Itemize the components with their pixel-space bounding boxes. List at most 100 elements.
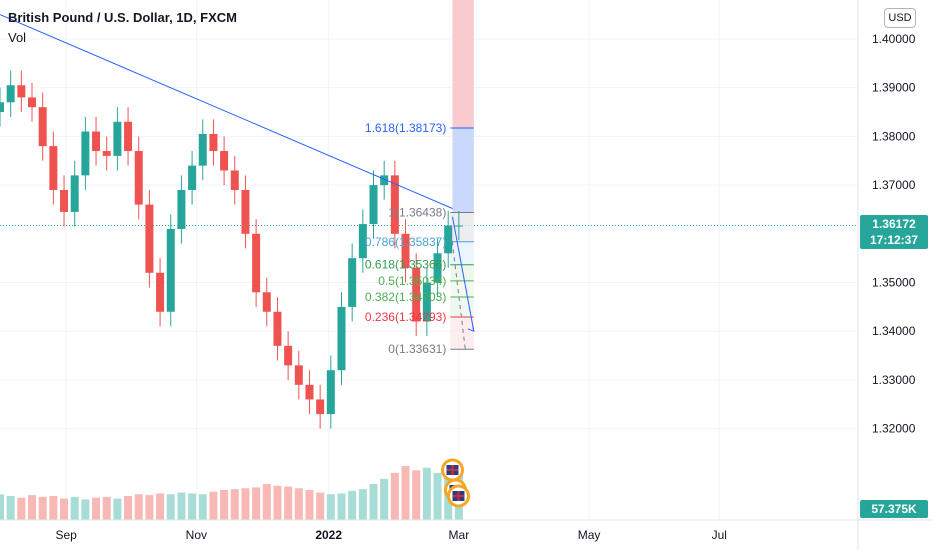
y-tick-label: 1.37000 bbox=[872, 178, 916, 192]
candle-body bbox=[177, 189, 186, 229]
volume-bar bbox=[422, 467, 431, 520]
candle-body bbox=[380, 175, 389, 186]
candle-body bbox=[6, 85, 15, 103]
candle-body bbox=[49, 146, 58, 190]
fib-label: 0.618(1.35366) bbox=[365, 258, 446, 272]
last-price-value: 1.36172 bbox=[872, 217, 916, 232]
y-tick-label: 1.40000 bbox=[872, 32, 916, 46]
volume-bar bbox=[6, 496, 15, 520]
volume-bar bbox=[198, 494, 207, 520]
volume-value-tag: 57.375K bbox=[860, 500, 928, 518]
candle-body bbox=[369, 185, 378, 225]
price-candles bbox=[0, 70, 463, 429]
y-tick-label: 1.33000 bbox=[872, 373, 916, 387]
candle-body bbox=[433, 253, 442, 283]
candle-body bbox=[316, 399, 325, 415]
volume-bar bbox=[145, 495, 154, 520]
volume-bar bbox=[433, 472, 442, 520]
candle-body bbox=[273, 311, 282, 346]
candle-body bbox=[358, 224, 367, 259]
candle-body bbox=[305, 384, 314, 400]
volume-bar bbox=[49, 496, 58, 520]
fib-label: 0.382(1.34703) bbox=[365, 290, 446, 304]
candle-body bbox=[156, 272, 165, 312]
candle-body bbox=[166, 228, 175, 312]
volume-bar bbox=[284, 486, 293, 520]
target-zone bbox=[452, 127, 474, 213]
volume-bar bbox=[17, 497, 26, 520]
candle-body bbox=[0, 102, 4, 113]
candle-body bbox=[454, 225, 463, 227]
fib-label: 0.5(1.35034) bbox=[378, 274, 446, 288]
stop-zone bbox=[452, 0, 474, 128]
volume-legend-label[interactable]: Vol bbox=[8, 30, 27, 45]
volume-bar bbox=[166, 494, 175, 520]
descending-trendline bbox=[0, 14, 453, 209]
volume-bar bbox=[0, 494, 4, 520]
last-price-tag: 1.36172 17:12:37 bbox=[860, 215, 928, 250]
candle-body bbox=[145, 204, 154, 273]
volume-bar bbox=[92, 497, 101, 520]
x-tick-label: Mar bbox=[449, 528, 470, 542]
candle-body bbox=[390, 175, 399, 234]
symbol-title[interactable]: British Pound / U.S. Dollar, 1D, FXCM bbox=[8, 10, 237, 25]
y-tick-label: 1.35000 bbox=[872, 276, 916, 290]
candle-body bbox=[92, 131, 101, 152]
candle-body bbox=[337, 306, 346, 371]
volume-bar bbox=[28, 495, 37, 520]
candle-body bbox=[102, 151, 111, 156]
candle-body bbox=[412, 267, 421, 322]
currency-button[interactable]: USD bbox=[884, 8, 916, 28]
volume-bar bbox=[358, 489, 367, 520]
volume-bar bbox=[220, 490, 229, 520]
fib-label: 0(1.33631) bbox=[388, 342, 446, 356]
candle-body bbox=[113, 121, 122, 156]
fib-band bbox=[450, 316, 474, 350]
volume-bar bbox=[273, 485, 282, 520]
candle-body bbox=[252, 233, 261, 293]
volume-bar bbox=[401, 466, 410, 520]
volume-bar bbox=[252, 487, 261, 520]
x-tick-label: 2022 bbox=[315, 528, 342, 542]
volume-bar bbox=[70, 496, 79, 520]
volume-bar bbox=[337, 493, 346, 520]
candle-body bbox=[230, 170, 239, 190]
fib-band bbox=[450, 241, 474, 265]
volume-bar bbox=[113, 498, 122, 520]
candle-body bbox=[81, 131, 90, 176]
volume-bar bbox=[326, 494, 335, 520]
candle-body bbox=[422, 282, 431, 322]
bar-countdown: 17:12:37 bbox=[869, 233, 919, 248]
volume-bar bbox=[230, 489, 239, 520]
volume-bar bbox=[124, 496, 133, 520]
volume-bar bbox=[305, 490, 314, 520]
candle-body bbox=[326, 370, 335, 415]
y-tick-label: 1.38000 bbox=[872, 129, 916, 143]
fib-band bbox=[450, 212, 474, 242]
candle-body bbox=[60, 189, 69, 212]
candle-body bbox=[348, 258, 357, 307]
candle-body bbox=[284, 345, 293, 366]
candle-body bbox=[188, 165, 197, 190]
x-tick-label: Sep bbox=[55, 528, 77, 542]
event-icons[interactable] bbox=[440, 458, 470, 508]
volume-bar bbox=[134, 494, 143, 520]
candle-body bbox=[28, 97, 37, 108]
fibonacci-levels[interactable]: 1.618(1.38173) 1(1.36438) 0.786(1.35837) 0.… bbox=[365, 121, 474, 356]
volume-bar bbox=[380, 478, 389, 520]
candle-body bbox=[134, 151, 143, 205]
trend-drawings[interactable] bbox=[0, 14, 475, 350]
x-tick-label: Nov bbox=[186, 528, 207, 542]
volume-bar bbox=[412, 470, 421, 520]
fib-label: 0.786(1.35837) bbox=[365, 235, 446, 249]
volume-bar bbox=[60, 498, 69, 520]
volume-bar bbox=[390, 472, 399, 520]
fib-band bbox=[450, 280, 474, 298]
x-tick-label: Jul bbox=[712, 528, 727, 542]
volume-bar bbox=[38, 496, 47, 520]
candle-body bbox=[294, 365, 303, 385]
candle-body bbox=[262, 292, 271, 312]
candle-body bbox=[220, 151, 229, 171]
y-tick-label: 1.34000 bbox=[872, 324, 916, 338]
